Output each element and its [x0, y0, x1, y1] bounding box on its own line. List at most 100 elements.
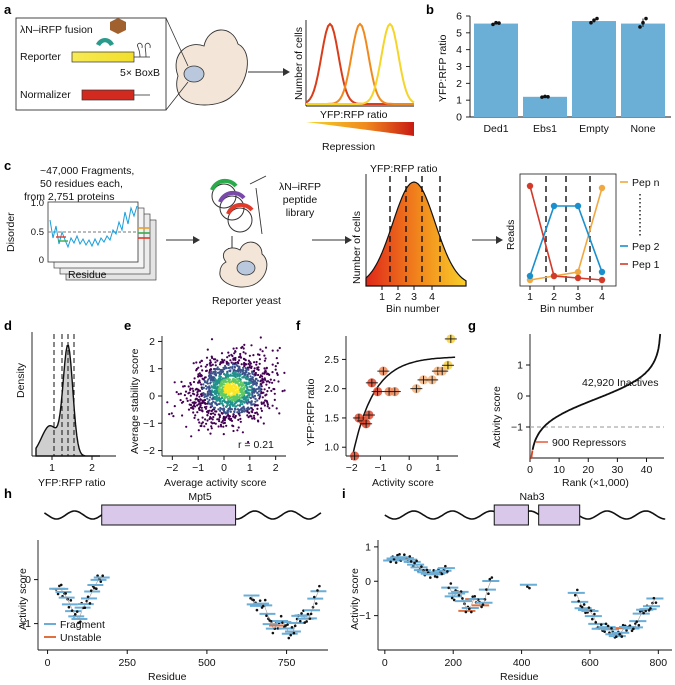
- e-point: [228, 404, 231, 407]
- h-dot: [88, 602, 92, 605]
- pep-2-label: Pep 2: [632, 241, 660, 253]
- e-point: [247, 416, 250, 419]
- e-point: [214, 364, 217, 367]
- i-title: Nab3: [519, 491, 544, 503]
- b-replicate-point: [644, 16, 648, 21]
- h-connector: [292, 622, 297, 632]
- e-point: [206, 348, 209, 351]
- panel-letter-i: i: [342, 486, 346, 501]
- e-point: [210, 425, 213, 428]
- e-point: [261, 372, 264, 375]
- e-point: [202, 378, 205, 381]
- g-xtick-label: 0: [527, 464, 533, 476]
- d-tick-label: 1: [49, 462, 55, 474]
- legend-unstable: Unstable: [60, 632, 102, 644]
- e-point: [236, 411, 239, 414]
- i-dot: [435, 575, 439, 579]
- e-point: [239, 356, 243, 359]
- d-xlabel: YFP:RFP ratio: [38, 477, 106, 489]
- e-point: [231, 365, 234, 368]
- panel-a: a λN–iRFP fusion Reporter 5× BoxB Normal…: [4, 2, 415, 153]
- e-point: [173, 405, 176, 408]
- h-dot: [298, 619, 302, 623]
- i-connector: [586, 609, 591, 612]
- i-dot: [614, 635, 618, 639]
- e-point: [216, 371, 220, 374]
- i-dot: [526, 585, 529, 588]
- e-point: [246, 408, 249, 411]
- e-point: [210, 375, 213, 378]
- d-ylabel: Density: [15, 362, 27, 398]
- e-point: [256, 419, 260, 422]
- e-point: [233, 366, 236, 369]
- e-point: [203, 376, 206, 379]
- e-point: [234, 401, 237, 404]
- i-connector: [463, 601, 468, 611]
- h-connector: [79, 607, 83, 620]
- i-dot: [449, 582, 453, 585]
- g-ylabel: Activity score: [491, 386, 503, 448]
- e-point: [224, 364, 227, 368]
- b-replicate-point: [497, 21, 501, 25]
- e-point: [230, 361, 233, 364]
- e-point: [206, 397, 209, 400]
- e-point: [208, 417, 211, 421]
- g-ytick-label: 1: [517, 360, 523, 372]
- pep-1-line-point: [550, 272, 558, 280]
- g-repressor-curve: [530, 450, 534, 459]
- e-point: [199, 375, 202, 378]
- h-dot: [314, 602, 318, 605]
- h-connector: [267, 613, 271, 625]
- h-dot: [268, 619, 271, 622]
- h-connector: [63, 591, 67, 598]
- i-dot: [420, 565, 423, 568]
- e-point: [206, 390, 209, 394]
- e-point: [231, 399, 234, 402]
- b-ylabel: YFP:RFP ratio: [437, 34, 449, 102]
- e-point: [250, 344, 253, 347]
- e-point: [250, 366, 253, 370]
- disorder-trace: [49, 205, 138, 249]
- i-dot: [480, 605, 483, 609]
- e-point: [239, 403, 242, 406]
- g-ytick-label: −1: [511, 422, 523, 434]
- e-point: [260, 401, 263, 404]
- i-connector: [589, 610, 594, 617]
- e-point: [255, 382, 259, 385]
- i-dot: [433, 575, 437, 578]
- e-point: [195, 361, 198, 364]
- e-point: [253, 417, 256, 420]
- e-point: [232, 372, 235, 375]
- h-dot: [316, 589, 319, 592]
- e-point: [250, 403, 253, 406]
- e-point: [214, 377, 217, 381]
- pep-2-line: [529, 205, 603, 277]
- library-label-1: λN–iRFP: [279, 181, 321, 193]
- panel-e: e Average stability score −2 −2 −1 −1 0 0 1 1 2 2…: [124, 318, 286, 489]
- b-bar-ded1: [474, 23, 518, 118]
- i-xtick-label: 200: [444, 657, 462, 669]
- disorder-tick-0: 0: [39, 255, 44, 266]
- e-point: [248, 366, 251, 369]
- e-point: [251, 417, 254, 420]
- h-xtick-label: 0: [45, 657, 51, 669]
- e-point: [238, 398, 241, 401]
- i-ytick-label: 1: [365, 541, 371, 553]
- e-point: [210, 402, 213, 405]
- e-point: [259, 384, 262, 387]
- e-point: [185, 425, 188, 428]
- e-point: [256, 413, 259, 416]
- e-point: [242, 387, 245, 390]
- i-dot: [485, 588, 488, 591]
- h-protein-domain: [101, 504, 237, 526]
- e-point: [234, 408, 237, 411]
- e-point: [240, 369, 243, 372]
- e-point: [227, 363, 230, 366]
- e-point: [239, 396, 242, 399]
- b-replicate-point: [540, 95, 544, 99]
- e-point: [210, 393, 213, 396]
- e-point: [249, 375, 252, 378]
- i-dot: [606, 624, 610, 628]
- e-point: [227, 351, 230, 354]
- h-dot: [96, 574, 99, 577]
